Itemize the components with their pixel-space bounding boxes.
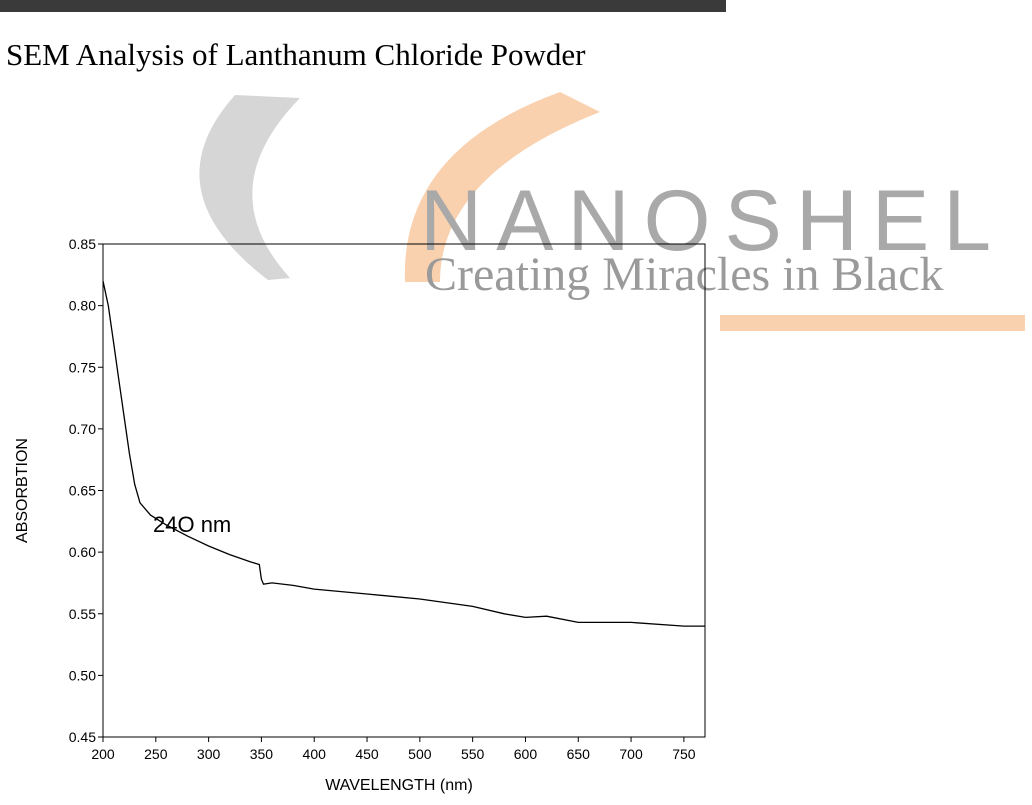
y-tick-label: 0.70 (69, 421, 96, 437)
gray-arc (199, 95, 300, 280)
x-tick-label: 500 (408, 746, 432, 762)
page-canvas: NANOSHEL Creating Miracles in Black SEM … (0, 0, 1032, 805)
y-tick-label: 0.60 (69, 544, 96, 560)
plot-frame (103, 244, 705, 737)
x-tick-label: 600 (514, 746, 538, 762)
orange-bar (720, 315, 1025, 331)
data-line (103, 281, 705, 626)
x-tick-label: 650 (567, 746, 591, 762)
x-axis-label: WAVELENGTH (nm) (325, 777, 473, 794)
x-tick-label: 300 (197, 746, 221, 762)
y-tick-label: 0.50 (69, 667, 96, 683)
x-tick-label: 250 (144, 746, 168, 762)
heading: SEM Analysis of Lanthanum Chloride Powde… (6, 37, 586, 72)
y-tick-label: 0.75 (69, 359, 96, 375)
x-tick-label: 750 (672, 746, 696, 762)
x-tick-label: 550 (461, 746, 485, 762)
chart: 0.45 0.50 0.55 0.60 0.65 0.70 0.75 0.80 0.85 200 2… (14, 236, 705, 794)
x-tick-label: 350 (250, 746, 274, 762)
image-strip (0, 0, 726, 12)
x-tick-label: 700 (619, 746, 643, 762)
watermark-tagline: Creating Miracles in Black (425, 248, 944, 301)
y-tick-label: 0.65 (69, 483, 96, 499)
x-tick-label: 450 (355, 746, 379, 762)
x-tick-label: 200 (91, 746, 115, 762)
x-tick-label: 400 (303, 746, 327, 762)
y-axis-label: ABSORBTION (14, 438, 31, 543)
page: NANOSHEL Creating Miracles in Black SEM … (0, 0, 1032, 805)
y-tick-label: 0.55 (69, 606, 96, 622)
y-tick-label: 0.80 (69, 298, 96, 314)
y-tick-label: 0.85 (69, 236, 96, 252)
y-tick-label: 0.45 (69, 729, 96, 745)
